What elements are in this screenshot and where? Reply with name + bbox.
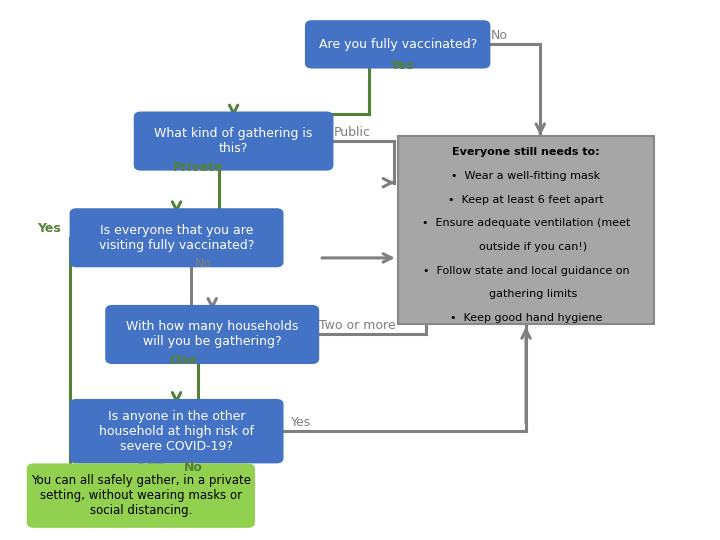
Text: No: No (490, 29, 508, 42)
Text: Private: Private (173, 160, 223, 174)
Text: No: No (184, 462, 202, 475)
Text: •  Keep good hand hygiene: • Keep good hand hygiene (450, 313, 602, 323)
FancyBboxPatch shape (27, 463, 255, 528)
Text: No: No (194, 258, 212, 271)
Text: Is anyone in the other
household at high risk of
severe COVID-19?: Is anyone in the other household at high… (99, 410, 254, 453)
Text: •  Follow state and local guidance on: • Follow state and local guidance on (423, 266, 629, 275)
Text: Two or more: Two or more (319, 319, 396, 332)
Text: Everyone still needs to:: Everyone still needs to: (452, 147, 600, 157)
Text: One: One (169, 354, 197, 367)
FancyBboxPatch shape (397, 136, 654, 323)
Text: You can all safely gather, in a private
setting, without wearing masks or
social: You can all safely gather, in a private … (31, 474, 251, 517)
Text: Are you fully vaccinated?: Are you fully vaccinated? (318, 38, 477, 51)
Text: Is everyone that you are
visiting fully vaccinated?: Is everyone that you are visiting fully … (99, 224, 254, 252)
Text: gathering limits: gathering limits (475, 289, 577, 299)
FancyBboxPatch shape (105, 305, 319, 364)
Text: Yes: Yes (291, 416, 311, 429)
Text: Public: Public (333, 126, 371, 139)
FancyBboxPatch shape (134, 112, 333, 171)
FancyBboxPatch shape (70, 208, 284, 267)
FancyBboxPatch shape (70, 399, 284, 463)
Text: •  Wear a well-fitting mask: • Wear a well-fitting mask (451, 171, 600, 181)
Text: •  Keep at least 6 feet apart: • Keep at least 6 feet apart (449, 194, 604, 205)
Text: With how many households
will you be gathering?: With how many households will you be gat… (126, 320, 298, 348)
Text: Yes: Yes (37, 222, 61, 235)
Text: What kind of gathering is
this?: What kind of gathering is this? (154, 127, 312, 155)
FancyBboxPatch shape (305, 20, 490, 69)
Text: •  Ensure adequate ventilation (meet: • Ensure adequate ventilation (meet (422, 218, 630, 228)
Text: outside if you can!): outside if you can!) (465, 242, 587, 252)
Text: Yes: Yes (390, 58, 414, 71)
